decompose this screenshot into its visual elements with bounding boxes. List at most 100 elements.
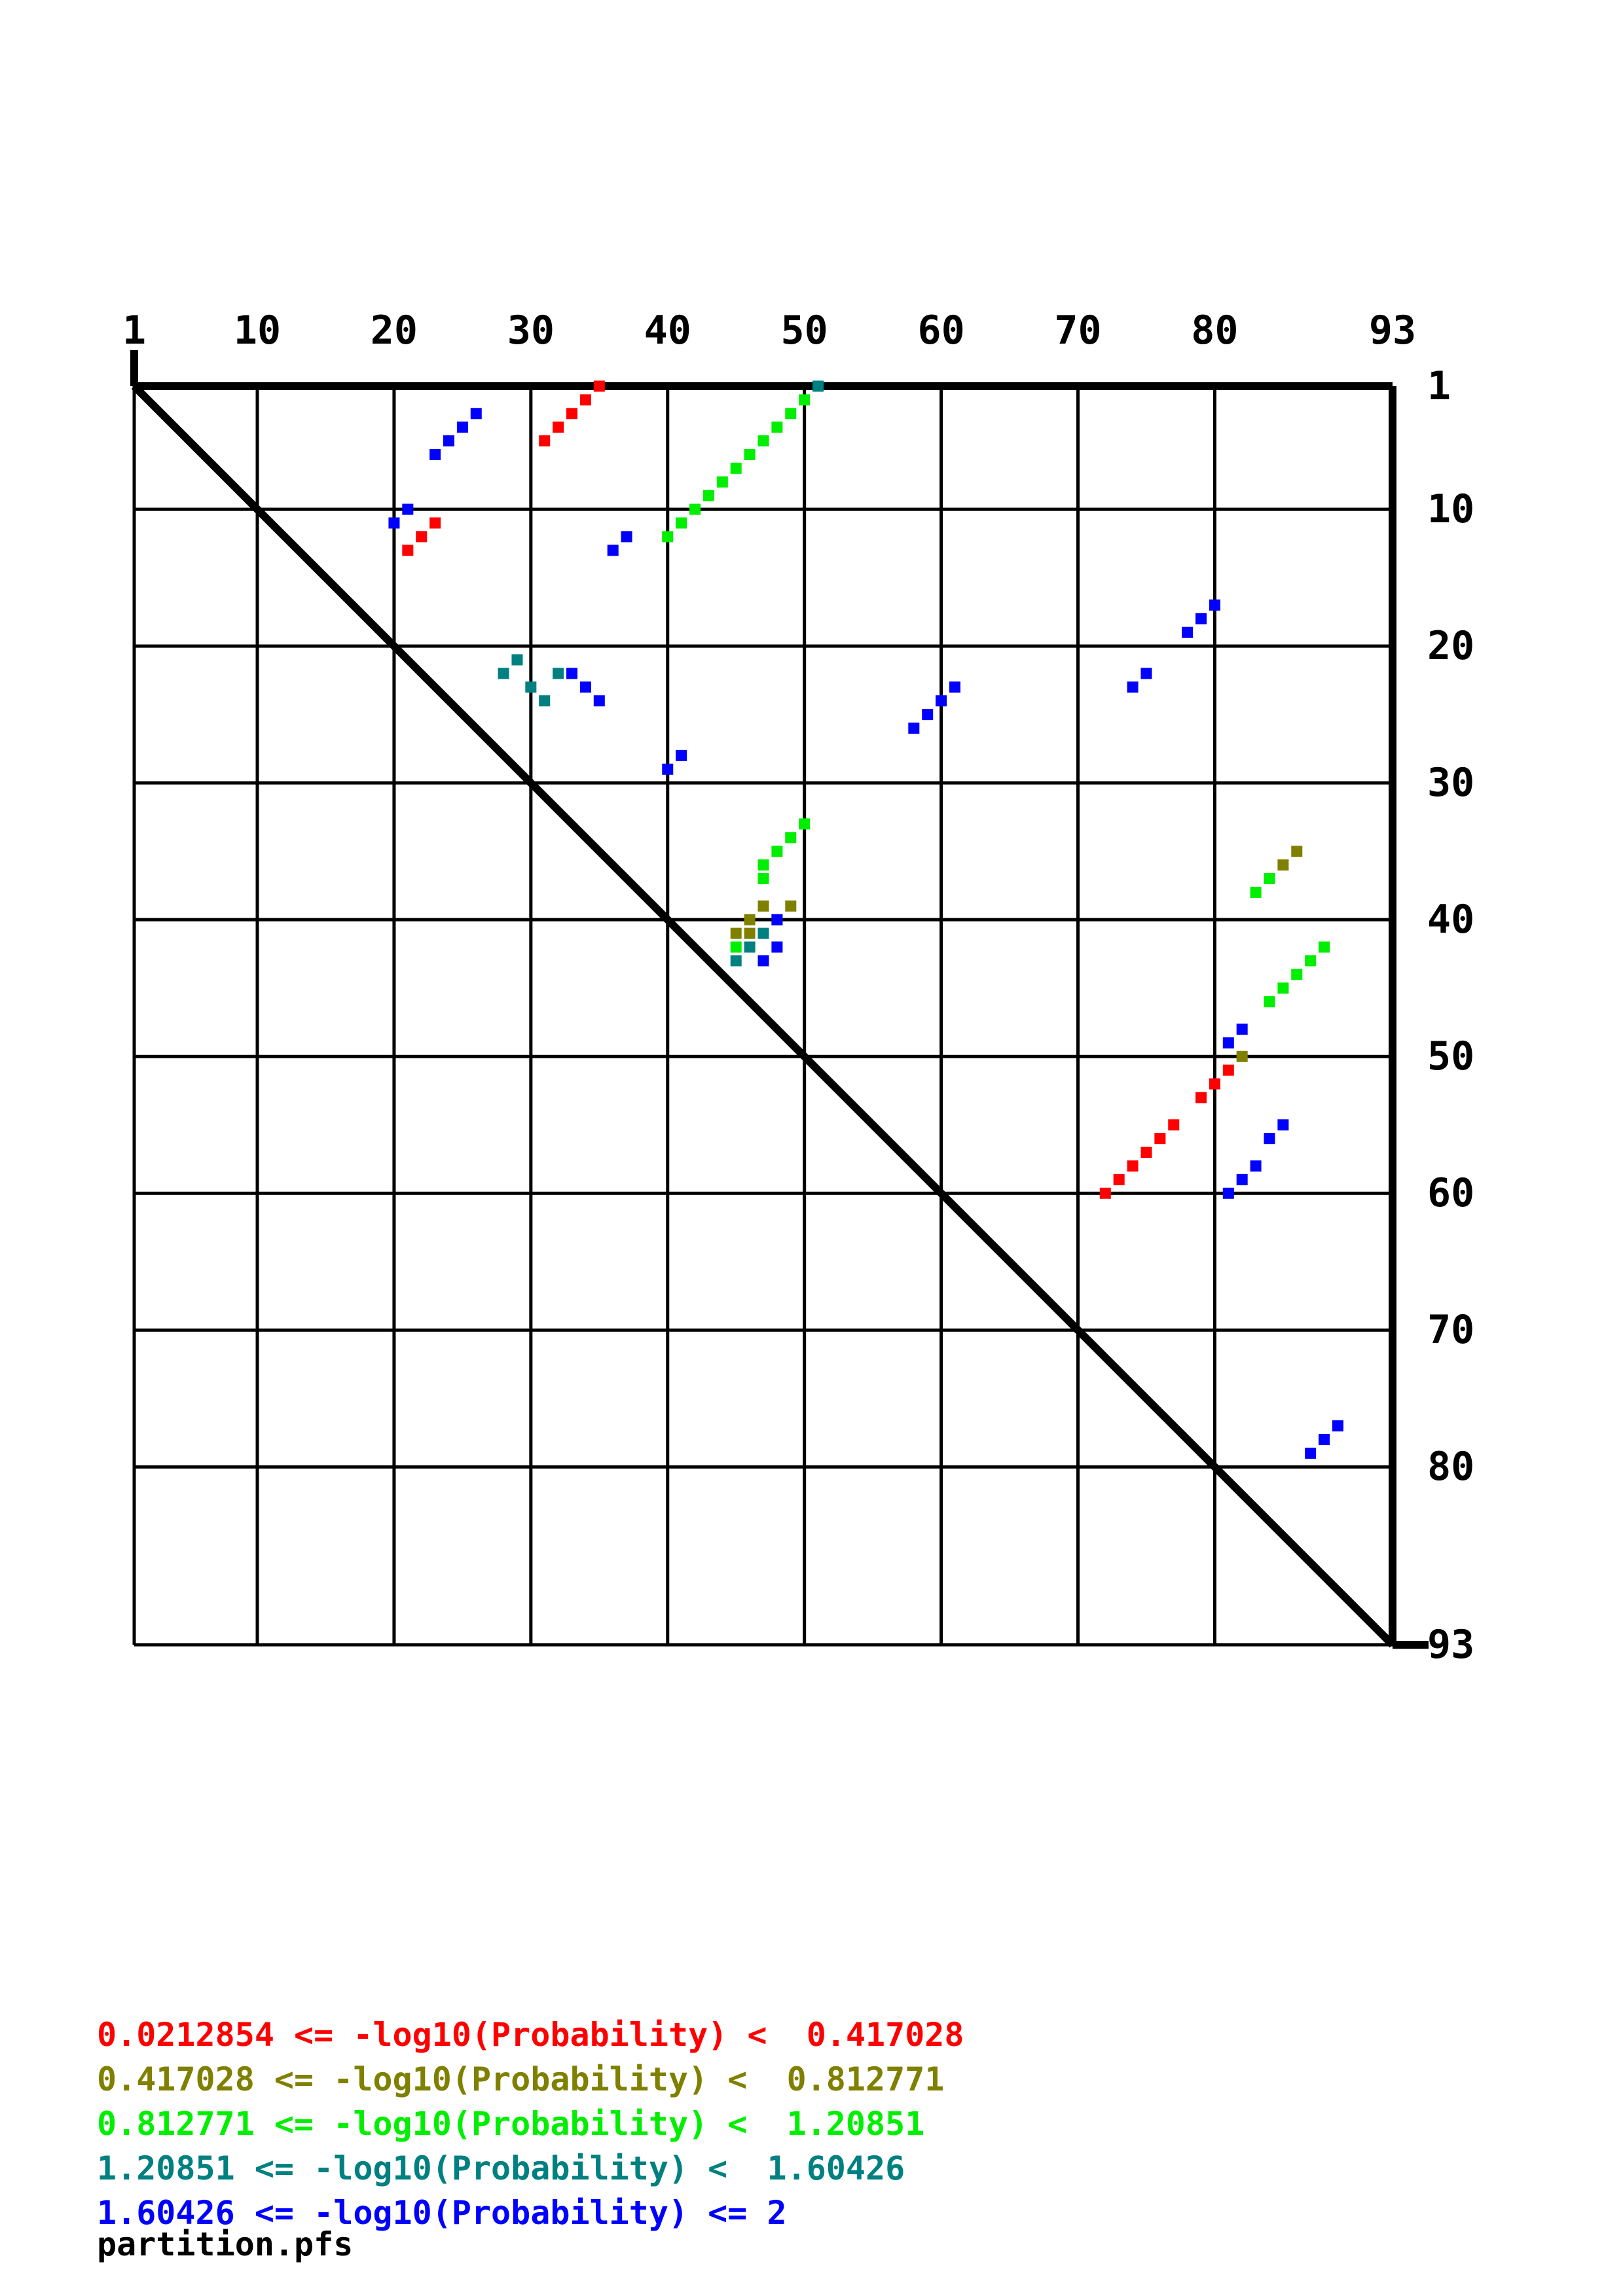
- diagonal-line: [131, 383, 1396, 1648]
- data-point: [1222, 1187, 1234, 1199]
- data-point: [607, 545, 619, 556]
- x-tick-label-40: 40: [644, 308, 691, 353]
- y-tick-label-93: 93: [1427, 1622, 1475, 1668]
- data-point: [1195, 613, 1207, 624]
- data-point: [1250, 1160, 1262, 1172]
- file-name-label: partition.pfs: [97, 2225, 354, 2263]
- data-point: [429, 517, 441, 529]
- data-point: [1209, 599, 1220, 611]
- data-point: [1140, 668, 1152, 679]
- data-point: [511, 654, 523, 666]
- x-tick-label-20: 20: [370, 308, 418, 353]
- legend: 0.0212854 <= -log10(Probability) < 0.417…: [97, 2013, 1537, 2235]
- y-tick-label-40: 40: [1427, 897, 1475, 943]
- x-tick-label-93: 93: [1368, 308, 1417, 353]
- data-point: [402, 503, 414, 515]
- y-tick-label-80: 80: [1427, 1444, 1475, 1490]
- data-point: [676, 749, 687, 761]
- data-point: [402, 545, 414, 556]
- legend-entry-1: 0.417028 <= -log10(Probability) < 0.8127…: [97, 2060, 945, 2098]
- series-1: [730, 846, 1303, 1062]
- data-point: [553, 668, 564, 679]
- data-point: [689, 503, 701, 515]
- data-point: [539, 695, 551, 707]
- data-point: [1222, 1064, 1234, 1076]
- data-point: [757, 435, 769, 447]
- data-point: [771, 422, 783, 433]
- dotplot-canvas: [130, 350, 1429, 1649]
- data-point: [1099, 1187, 1111, 1199]
- data-point: [799, 818, 811, 830]
- data-point: [744, 927, 756, 939]
- series-4: [388, 408, 1343, 1459]
- data-point: [757, 859, 769, 871]
- series-0: [402, 380, 1234, 1199]
- data-point: [1222, 1037, 1234, 1049]
- data-point: [785, 832, 797, 844]
- data-point: [1277, 859, 1289, 871]
- data-point: [757, 955, 769, 967]
- data-point: [1319, 941, 1330, 953]
- data-point: [744, 941, 756, 953]
- data-point: [1154, 1133, 1166, 1145]
- y-tick-label-50: 50: [1427, 1033, 1475, 1080]
- data-point: [1195, 1092, 1207, 1103]
- data-point: [1264, 1133, 1275, 1145]
- data-point: [785, 900, 797, 912]
- legend-entry-0: 0.0212854 <= -log10(Probability) < 0.417…: [97, 2016, 964, 2054]
- data-point: [757, 900, 769, 912]
- y-tick-label-30: 30: [1427, 760, 1475, 806]
- data-point: [936, 695, 947, 707]
- legend-entry-4: 1.60426 <= -log10(Probability) <= 2: [97, 2194, 787, 2232]
- legend-entry-3: 1.20851 <= -log10(Probability) < 1.60426: [97, 2149, 905, 2187]
- data-point: [553, 422, 564, 433]
- data-point: [1127, 1160, 1139, 1172]
- plot-frame: [130, 350, 1429, 1649]
- data-point: [1291, 846, 1303, 857]
- data-point: [1264, 872, 1275, 884]
- data-point: [716, 476, 728, 488]
- data-point: [1236, 1050, 1248, 1062]
- data-point: [662, 531, 674, 543]
- data-point: [579, 394, 591, 406]
- data-point: [744, 914, 756, 925]
- data-point: [498, 668, 509, 679]
- data-point: [566, 668, 578, 679]
- data-point: [429, 449, 441, 461]
- data-point: [662, 763, 674, 775]
- data-point: [443, 435, 454, 447]
- data-point: [1236, 1023, 1248, 1035]
- data-point: [730, 955, 742, 967]
- data-point: [949, 681, 960, 693]
- data-point: [1277, 982, 1289, 994]
- data-point: [456, 422, 468, 433]
- y-tick-label-70: 70: [1427, 1307, 1475, 1354]
- data-point: [1127, 681, 1139, 693]
- data-point: [922, 709, 934, 721]
- data-point: [812, 380, 824, 392]
- data-point: [621, 531, 632, 543]
- data-point: [388, 517, 400, 529]
- data-point: [1182, 626, 1194, 638]
- data-point: [757, 927, 769, 939]
- x-tick-label-30: 30: [507, 308, 555, 353]
- data-point: [593, 695, 605, 707]
- data-point: [730, 462, 742, 474]
- y-tick-label-20: 20: [1427, 623, 1475, 670]
- x-tick-label-10: 10: [233, 308, 282, 353]
- legend-entry-2: 0.812771 <= -log10(Probability) < 1.2085…: [97, 2105, 925, 2143]
- diagonal-mask-line: [131, 383, 1396, 1648]
- data-point: [579, 681, 591, 693]
- data-point: [771, 941, 783, 953]
- data-point: [1113, 1174, 1125, 1185]
- data-point: [702, 490, 714, 501]
- data-point: [539, 435, 551, 447]
- data-point: [1319, 1433, 1330, 1445]
- data-point: [771, 914, 783, 925]
- data-point: [1305, 955, 1317, 967]
- x-tick-label-70: 70: [1054, 308, 1102, 353]
- data-point: [771, 846, 783, 857]
- data-point: [744, 449, 756, 461]
- data-point: [1140, 1147, 1152, 1158]
